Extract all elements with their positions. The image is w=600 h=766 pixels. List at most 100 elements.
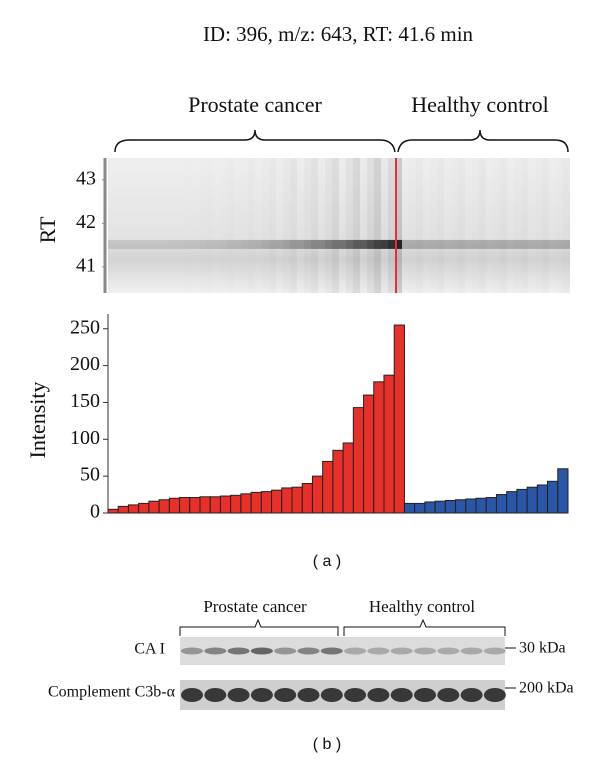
heat-streak — [381, 158, 388, 293]
blot-band — [274, 647, 297, 655]
heat-streak — [493, 158, 500, 293]
bar — [240, 493, 252, 514]
heat-streak — [556, 158, 563, 293]
heat-streak — [304, 158, 311, 293]
heat-band — [346, 239, 353, 249]
heat-streak — [416, 158, 423, 293]
y-tick-label: 0 — [90, 501, 100, 523]
blot-band — [274, 688, 297, 702]
heat-band — [248, 239, 255, 249]
title: ID: 396, m/z: 643, RT: 41.6 min — [203, 22, 474, 46]
heat-band — [269, 239, 276, 249]
heat-streak — [220, 158, 227, 293]
heat-band — [479, 239, 486, 249]
heat-streak — [479, 158, 486, 293]
bar — [495, 494, 508, 514]
heat-band — [129, 239, 136, 249]
y-tick-label: 250 — [70, 316, 100, 338]
blot-marker: 200 kDa — [519, 680, 574, 697]
bar — [250, 491, 262, 514]
heat-band — [444, 239, 451, 249]
heat-band — [493, 239, 500, 249]
bar — [127, 504, 140, 514]
heat-streak — [269, 158, 276, 293]
heat-streak — [143, 158, 150, 293]
heat-band — [185, 239, 192, 249]
bar — [393, 324, 405, 514]
bar — [363, 394, 375, 514]
bar — [444, 499, 457, 514]
blot-band — [250, 647, 273, 655]
heat-band — [395, 239, 402, 249]
heat-streak — [157, 158, 164, 293]
heat-streak — [444, 158, 451, 293]
heat-band — [528, 239, 535, 249]
heat-band — [339, 239, 346, 249]
heat-band — [409, 239, 416, 249]
bar — [424, 501, 436, 514]
blot-band — [460, 688, 483, 702]
heat-band — [318, 239, 325, 249]
heat-band — [241, 239, 248, 249]
bar — [281, 487, 293, 514]
brace — [397, 129, 569, 153]
heat-streak — [297, 158, 304, 293]
heat-streak — [290, 158, 297, 293]
heat-streak — [535, 158, 542, 293]
heat-band — [206, 239, 213, 249]
heat-band — [458, 239, 465, 249]
heat-streak — [367, 158, 374, 293]
heat-streak — [353, 158, 360, 293]
bar — [434, 500, 446, 514]
bar — [342, 442, 354, 514]
heat-band — [514, 239, 521, 249]
bar — [107, 508, 119, 514]
heat-streak — [192, 158, 199, 293]
heat-streak — [108, 158, 115, 293]
heat-streak — [430, 158, 437, 293]
bar — [373, 381, 385, 514]
y-tick-label: 50 — [80, 464, 100, 486]
heat-band — [430, 239, 437, 249]
heat-streak — [486, 158, 493, 293]
blot-band — [344, 647, 367, 655]
heat-band — [325, 239, 332, 249]
heat-band — [227, 239, 234, 249]
heat-streak — [346, 158, 353, 293]
group-label: Prostate cancer — [188, 92, 322, 117]
heat-band — [136, 239, 143, 249]
blot-band — [320, 647, 343, 655]
heat-streak — [388, 158, 395, 293]
blot-group-label: Healthy control — [369, 597, 475, 616]
bar — [536, 484, 549, 514]
heat-streak — [500, 158, 507, 293]
heat-band — [437, 239, 444, 249]
heat-streak — [115, 158, 122, 293]
heat-streak — [262, 158, 269, 293]
blot-band — [250, 688, 273, 702]
bar-chart: 0 50 100 150 200 250 — [70, 314, 569, 523]
heat-band — [374, 239, 381, 249]
heat-band — [367, 239, 374, 249]
heat-streak — [185, 158, 192, 293]
blot-band — [204, 688, 227, 702]
blot-band — [181, 647, 203, 655]
heat-band — [402, 239, 409, 249]
heat-streak — [458, 158, 465, 293]
bar — [168, 497, 181, 514]
heat-streak — [122, 158, 129, 293]
heat-band — [164, 239, 171, 249]
heat-band — [283, 239, 290, 249]
heat-band — [297, 239, 304, 249]
bar — [199, 496, 211, 514]
heat-bg — [108, 158, 570, 293]
heat-streak — [318, 158, 325, 293]
brace — [114, 129, 396, 153]
bar — [322, 460, 334, 514]
heat-streak — [360, 158, 367, 293]
heat-band — [563, 239, 570, 249]
blot-row-label: Complement C3b-α — [48, 684, 176, 701]
brace — [179, 618, 339, 636]
bar — [403, 502, 416, 514]
heat-streak — [255, 158, 262, 293]
